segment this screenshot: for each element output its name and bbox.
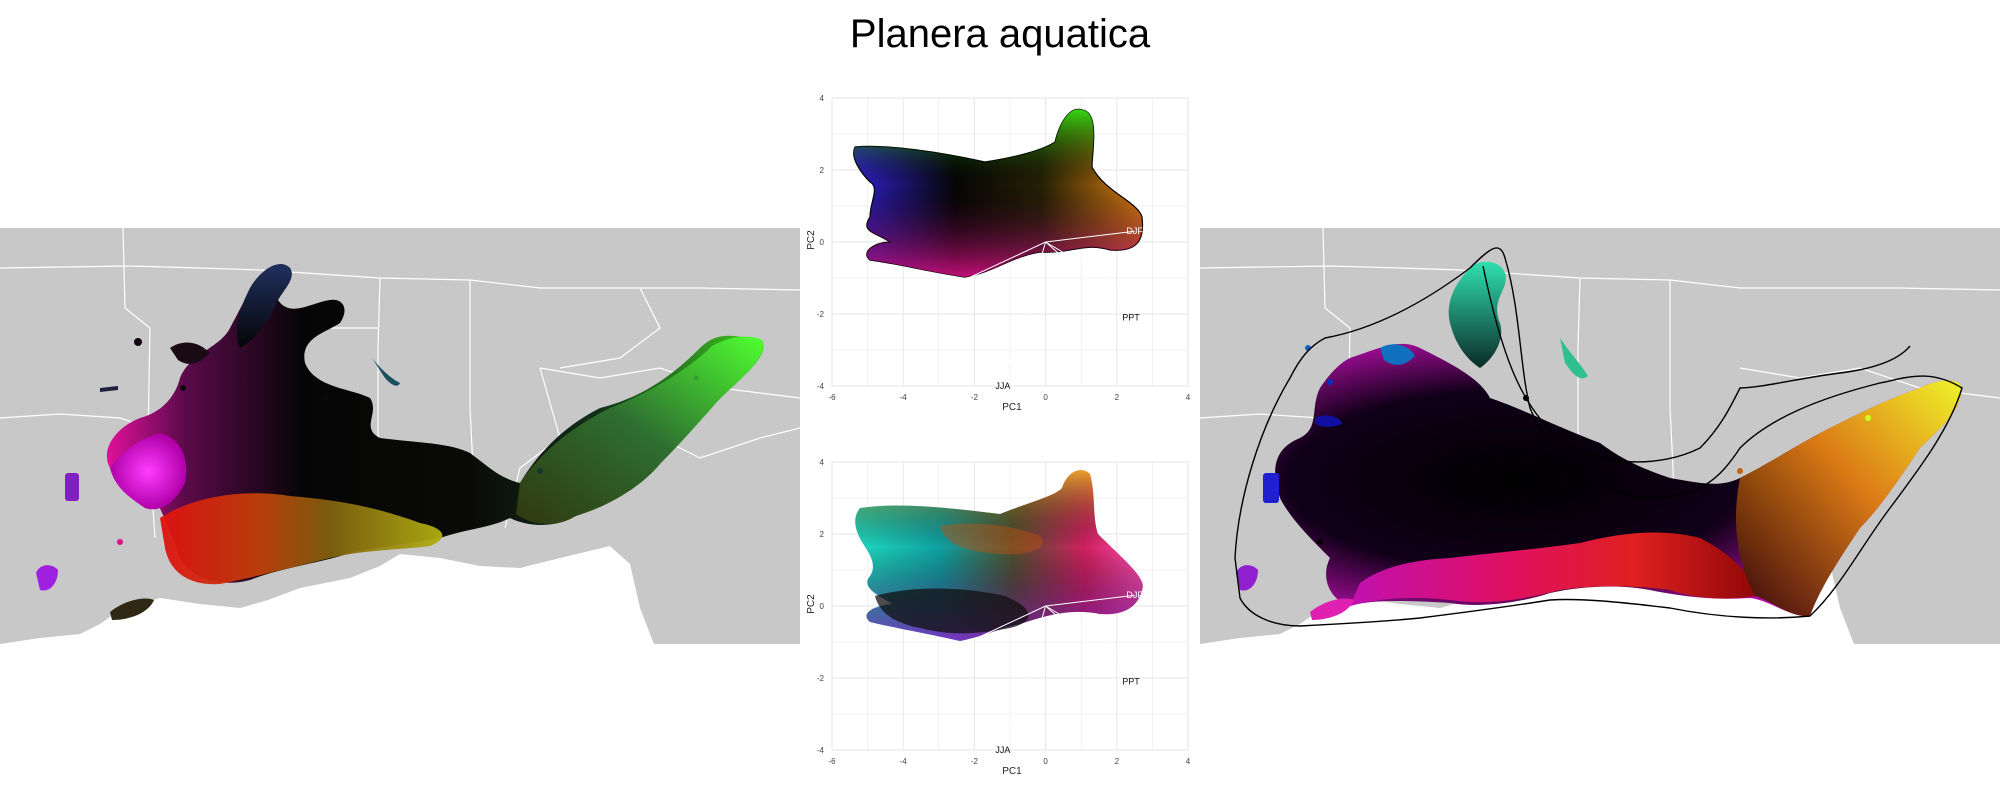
x-axis-label: PC1 <box>1002 402 1022 412</box>
x-tick-label: 2 <box>1115 757 1120 766</box>
loading-label-jja: JJA <box>995 745 1010 755</box>
point-cloud <box>855 470 1143 641</box>
y-axis-label: PC2 <box>806 594 817 614</box>
species-range-map-right <box>1200 228 2000 644</box>
y-tick-label: -2 <box>817 310 825 319</box>
loading-vector-aet <box>1045 241 1150 304</box>
y-tick-label: -2 <box>817 674 825 683</box>
convex-hull-outline <box>1234 247 1963 627</box>
loading-vector-jja <box>1002 241 1047 387</box>
loading-label-ppt: PPT <box>1122 677 1140 687</box>
loading-vector-cwd <box>952 605 1046 650</box>
x-tick-label: -6 <box>828 757 836 766</box>
loading-label-djf: DJF <box>1126 226 1143 236</box>
loading-vector-aet <box>1045 605 1150 668</box>
x-tick-label: 4 <box>1186 757 1191 766</box>
y-tick-label: 0 <box>820 602 825 611</box>
x-tick-label: -2 <box>971 393 979 402</box>
x-tick-label: -2 <box>971 757 979 766</box>
y-tick-label: -4 <box>817 746 825 755</box>
y-tick-label: -4 <box>817 382 825 391</box>
loading-label-aet: AET <box>1140 298 1158 308</box>
distribution-range <box>36 264 764 620</box>
predicted-range <box>1236 261 1962 620</box>
x-tick-label: 0 <box>1043 757 1048 766</box>
y-tick-label: 4 <box>820 458 825 467</box>
y-axis-label: PC2 <box>806 230 817 250</box>
species-range-map-left <box>0 228 800 644</box>
y-tick-label: 2 <box>820 166 825 175</box>
x-tick-label: 0 <box>1043 393 1048 402</box>
loading-vector-ppt <box>1045 605 1132 682</box>
loading-vector-cwd <box>952 241 1046 286</box>
x-axis-label: PC1 <box>1002 766 1022 776</box>
y-tick-label: 4 <box>820 94 825 103</box>
loading-vector-djf <box>1045 230 1135 243</box>
loading-label-ppt: PPT <box>1122 313 1140 323</box>
loading-label-aet: AET <box>1140 662 1158 672</box>
x-tick-label: -4 <box>900 393 908 402</box>
y-tick-label: 2 <box>820 530 825 539</box>
figure-title: Planera aquatica <box>849 12 1151 56</box>
density-cloud <box>853 108 1144 278</box>
y-tick-label: 0 <box>820 238 825 247</box>
x-tick-label: 4 <box>1186 393 1191 402</box>
x-tick-label: -4 <box>900 757 908 766</box>
loading-label-jja: JJA <box>995 381 1010 391</box>
loading-vector-djf <box>1045 594 1135 607</box>
loading-label-cwd: CWD <box>942 280 964 290</box>
loading-vector-ppt <box>1045 241 1132 318</box>
loading-label-cwd: CWD <box>942 644 964 654</box>
loading-label-djf: DJF <box>1126 590 1143 600</box>
x-tick-label: -6 <box>828 393 836 402</box>
x-tick-label: 2 <box>1115 393 1120 402</box>
loading-vector-jja <box>1002 605 1047 751</box>
